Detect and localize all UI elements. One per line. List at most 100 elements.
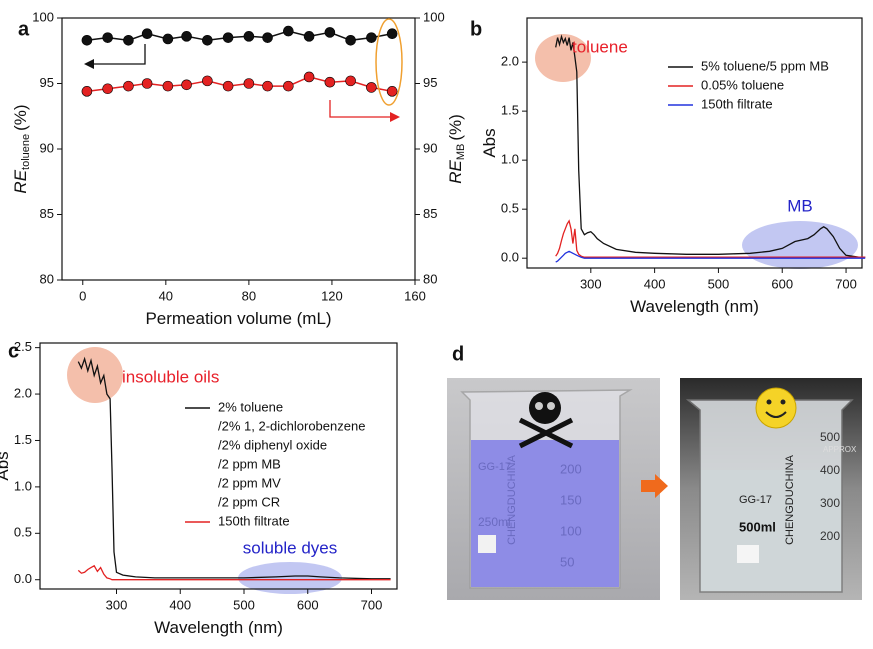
point xyxy=(123,80,134,92)
beaker-mark: 300 xyxy=(820,496,840,510)
x-tick-label: 300 xyxy=(580,276,602,291)
y-tick-label: 0.5 xyxy=(501,201,519,216)
legend-label: 0.05% toluene xyxy=(701,77,784,92)
beaker-mark: 500 xyxy=(820,430,840,444)
x-tick-label: 400 xyxy=(644,276,666,291)
y-tick-label: 1.5 xyxy=(501,103,519,118)
beaker-text: CHENGDUCHINA xyxy=(506,454,518,545)
axis-label-text: Permeation volume (mL) xyxy=(145,309,331,328)
arrow xyxy=(641,474,668,498)
series-line xyxy=(555,219,866,258)
legend-label: /2 ppm MB xyxy=(218,456,281,471)
x-tick-label: 600 xyxy=(771,276,793,291)
point xyxy=(141,78,153,89)
x-tick-label: 500 xyxy=(708,276,730,291)
x-tick-label: 700 xyxy=(361,597,383,612)
beaker-mark: 100 xyxy=(560,523,582,538)
y2-tick-label: 80 xyxy=(423,271,437,286)
axis-label-text: Abs xyxy=(0,451,12,480)
point xyxy=(141,28,153,40)
y-tick-label: 85 xyxy=(40,206,54,221)
axis-label-text: Abs xyxy=(480,128,499,157)
beaker-text: GG-17 xyxy=(478,461,511,473)
beaker-text: 250ml xyxy=(478,515,511,529)
legend-label: 150th filtrate xyxy=(701,96,773,111)
point xyxy=(366,32,377,43)
ylabel-label: Abs xyxy=(480,128,499,157)
highlight xyxy=(375,18,403,106)
x-tick-label: 300 xyxy=(106,597,128,612)
axis-label-text: RE xyxy=(446,160,465,184)
legend-label: 2% toluene xyxy=(218,399,283,414)
axis-label-text: Wavelength (nm) xyxy=(630,297,759,316)
annotation: soluble dyes xyxy=(243,538,338,557)
x-tick-label: 160 xyxy=(404,288,426,303)
x-tick-label: 700 xyxy=(835,276,857,291)
y-tick-label: 80 xyxy=(40,271,54,286)
y-tick-label: 100 xyxy=(32,9,54,24)
arrowhead xyxy=(390,112,400,122)
x-tick-label: 0 xyxy=(79,288,86,303)
x-tick-label: 600 xyxy=(297,597,319,612)
point xyxy=(81,86,93,97)
point xyxy=(324,27,336,38)
series-line xyxy=(77,564,391,581)
y-tick-label: 95 xyxy=(40,75,54,90)
axis-label-text: Wavelength (nm) xyxy=(154,618,283,637)
point xyxy=(102,83,113,95)
plot-frame xyxy=(61,17,416,281)
beaker-text: GG-17 xyxy=(739,494,772,506)
point xyxy=(123,34,134,46)
ylabel-label: REtoluene (%) xyxy=(11,104,31,193)
y-tick-label: 0.0 xyxy=(14,571,32,586)
x-tick-label: 120 xyxy=(321,288,343,303)
axis-label-text: RE xyxy=(11,169,30,193)
series-line xyxy=(555,34,866,258)
beaker-mark: 200 xyxy=(820,529,840,543)
plot-frame xyxy=(526,17,863,269)
annotation: toluene xyxy=(572,37,628,56)
beaker-mark: 400 xyxy=(820,463,840,477)
beaker-text: APPROX xyxy=(823,445,857,454)
legend-label: /2 ppm CR xyxy=(218,494,280,509)
axis-arrow xyxy=(329,100,394,118)
point xyxy=(222,32,234,43)
point xyxy=(243,78,255,89)
plot-frame xyxy=(39,342,398,590)
point xyxy=(345,75,356,87)
series-line xyxy=(86,76,393,93)
point xyxy=(202,75,213,87)
y-tick-label: 1.0 xyxy=(501,152,519,167)
point xyxy=(345,34,356,46)
ylabel-label: Abs xyxy=(0,451,12,480)
xlabel-label: Wavelength (nm) xyxy=(630,297,759,316)
point xyxy=(303,31,315,42)
point xyxy=(162,33,174,45)
beaker-mark: 50 xyxy=(560,554,574,569)
panel-label: a xyxy=(18,18,30,40)
panel-label: c xyxy=(8,340,19,362)
y-tick-label: 0.5 xyxy=(14,525,32,540)
y-tick-label: 2.0 xyxy=(501,54,519,69)
point xyxy=(222,80,234,92)
point xyxy=(102,32,113,43)
annotation: MB xyxy=(787,196,813,215)
y-tick-label: 1.0 xyxy=(14,478,32,493)
panel-label: d xyxy=(452,343,464,365)
axis-label-unit: (%) xyxy=(11,104,30,130)
point xyxy=(262,32,273,43)
y2-tick-label: 85 xyxy=(423,206,437,221)
series-line xyxy=(86,30,393,42)
axis-label-sub: toluene xyxy=(20,134,32,170)
x-tick-label: 80 xyxy=(242,288,256,303)
axis-label-unit: (%) xyxy=(446,114,465,140)
panel-label: b xyxy=(470,18,482,40)
point xyxy=(303,71,315,83)
legend-label: /2% diphenyl oxide xyxy=(218,437,327,452)
y-tick-label: 0.0 xyxy=(501,250,519,265)
photo-1 xyxy=(447,378,660,600)
y-tick-label: 2.5 xyxy=(14,339,32,354)
axis-label-sub: MB xyxy=(455,144,467,161)
point xyxy=(386,86,398,97)
